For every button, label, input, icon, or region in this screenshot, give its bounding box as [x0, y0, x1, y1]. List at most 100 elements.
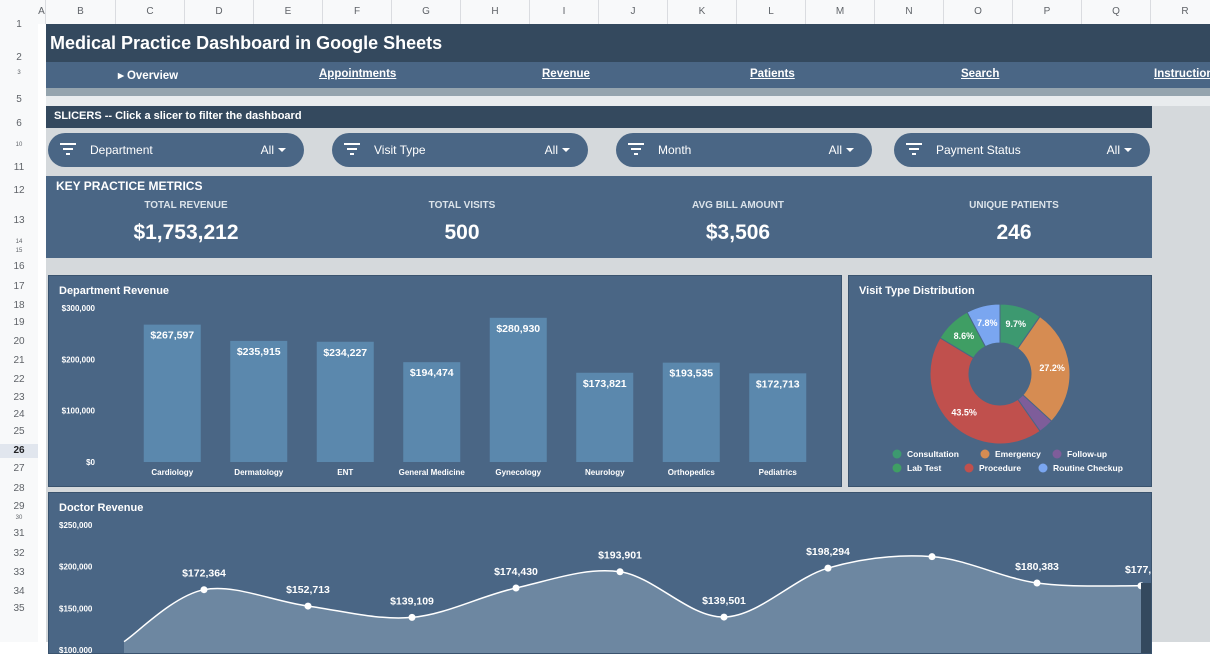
slicer-payment-status[interactable]: Payment Status All: [894, 133, 1150, 167]
row-header-2[interactable]: 2: [16, 52, 22, 63]
data-point: [720, 613, 728, 621]
bar-cardiology: [143, 324, 201, 462]
row-header-28[interactable]: 28: [13, 483, 25, 494]
nav-patients[interactable]: Patients: [750, 68, 795, 80]
department-revenue-chart[interactable]: Department Revenue $0 $100,000 $200,000 $30…: [48, 275, 842, 487]
row-header-31[interactable]: 31: [13, 528, 25, 539]
area-line: [123, 555, 1142, 643]
nav-overview[interactable]: ▸ Overview: [118, 70, 179, 82]
legend-label: Follow-up: [1067, 449, 1107, 459]
row-header-35[interactable]: 35: [13, 603, 25, 614]
column-header-i[interactable]: I: [530, 0, 599, 24]
row-header-34[interactable]: 34: [13, 586, 25, 597]
column-header-h[interactable]: H: [461, 0, 530, 24]
row-header-25[interactable]: 25: [13, 426, 25, 437]
y-tick-label: $100,000: [59, 646, 93, 653]
row-header-24[interactable]: 24: [13, 409, 25, 420]
row-header-21[interactable]: 21: [13, 355, 25, 366]
chart-title: Doctor Revenue: [59, 502, 144, 514]
slicer-visit-type[interactable]: Visit Type All: [332, 133, 588, 167]
column-header-b[interactable]: B: [46, 0, 116, 24]
area-chart-svg: $100,000 $150,000 $200,000 $250,000 $172,364…: [59, 521, 1151, 653]
column-header-g[interactable]: G: [392, 0, 461, 24]
point-data-label: $198,294: [806, 546, 850, 558]
slicer-label: Department: [90, 143, 153, 157]
row-header-18[interactable]: 18: [13, 300, 25, 311]
nav-revenue[interactable]: Revenue: [542, 68, 590, 80]
filter-icon: [60, 143, 76, 155]
row-header-16[interactable]: 16: [13, 261, 25, 272]
row-header-26[interactable]: 26: [0, 444, 38, 458]
legend-label: Emergency: [995, 449, 1041, 459]
doctor-revenue-chart[interactable]: Doctor Revenue $100,000 $150,000 $200,000 $…: [48, 492, 1152, 654]
column-header-a[interactable]: A: [38, 0, 46, 24]
column-header-c[interactable]: C: [116, 0, 185, 24]
row-header-10[interactable]: 10: [15, 142, 23, 148]
nav-appointments[interactable]: Appointments: [319, 68, 397, 80]
point-data-label: $180,383: [1015, 561, 1059, 573]
bar-data-label: $235,915: [237, 346, 281, 358]
column-header-q[interactable]: Q: [1082, 0, 1151, 24]
column-header-l[interactable]: L: [737, 0, 806, 24]
data-point: [512, 584, 520, 592]
row-header-13[interactable]: 13: [13, 215, 25, 226]
row-header-17[interactable]: 17: [13, 281, 25, 292]
row-header-19[interactable]: 19: [13, 317, 25, 328]
row-header-32[interactable]: 32: [13, 548, 25, 559]
row-header-5[interactable]: 5: [16, 94, 22, 105]
nav-bar: ▸ Overview Appointments Revenue Patients…: [46, 62, 1210, 88]
slicer-month[interactable]: Month All: [616, 133, 872, 167]
legend-label: Procedure: [979, 463, 1021, 473]
data-point: [824, 564, 832, 572]
column-header-m[interactable]: M: [806, 0, 875, 24]
slicer-department[interactable]: Department All: [48, 133, 304, 167]
legend-label: Routine Checkup: [1053, 463, 1123, 473]
column-header-r[interactable]: R: [1151, 0, 1210, 24]
row-header-15[interactable]: 15: [15, 248, 23, 254]
dropdown-arrow-icon: [1124, 148, 1132, 152]
row-header-33[interactable]: 33: [13, 567, 25, 578]
slicers-header: SLICERS -- Click a slicer to filter the …: [46, 106, 1152, 128]
visit-type-chart[interactable]: Visit Type Distribution 9.7% 27.2% 43.5% 8.…: [848, 275, 1152, 487]
row-header-14[interactable]: 14: [15, 239, 23, 245]
row-header-23[interactable]: 23: [13, 392, 25, 403]
chart-title: Department Revenue: [59, 285, 170, 297]
row-header-27[interactable]: 27: [13, 463, 25, 474]
row-header-30[interactable]: 30: [15, 515, 23, 521]
row-header-29[interactable]: 29: [13, 501, 25, 512]
row-header-12[interactable]: 12: [13, 185, 25, 196]
column-header-p[interactable]: P: [1013, 0, 1082, 24]
column-header-f[interactable]: F: [323, 0, 392, 24]
legend-marker: [964, 463, 974, 473]
nav-instructions[interactable]: Instructions: [1154, 68, 1210, 80]
row-header-1[interactable]: 1: [16, 19, 22, 30]
column-header-e[interactable]: E: [254, 0, 323, 24]
column-a-strip: [38, 24, 46, 642]
title-bar: Medical Practice Dashboard in Google She…: [46, 24, 1210, 62]
slice-data-label: 9.7%: [1005, 319, 1026, 329]
metric-unique-patients: UNIQUE PATIENTS 246: [876, 200, 1152, 245]
metric-avg-bill: AVG BILL AMOUNT $3,506: [600, 200, 876, 245]
row-header-3[interactable]: 3: [17, 70, 21, 76]
nav-search[interactable]: Search: [961, 68, 1000, 80]
row-header-22[interactable]: 22: [13, 374, 25, 385]
column-header-j[interactable]: J: [599, 0, 668, 24]
column-header-n[interactable]: N: [875, 0, 944, 24]
slice-data-label: 7.8%: [977, 318, 998, 328]
row-header-11[interactable]: 11: [13, 162, 25, 173]
y-tick-label: $200,000: [59, 563, 93, 572]
column-header-d[interactable]: D: [185, 0, 254, 24]
bar-data-label: $194,474: [410, 367, 454, 379]
column-header-o[interactable]: O: [944, 0, 1013, 24]
y-tick-label: $0: [86, 458, 95, 467]
row-header-20[interactable]: 20: [13, 336, 25, 347]
column-header-k[interactable]: K: [668, 0, 737, 24]
metric-label: TOTAL REVENUE: [144, 200, 228, 211]
legend-marker: [892, 463, 902, 473]
row-header-6[interactable]: 6: [16, 118, 22, 129]
slicer-value: All: [544, 143, 558, 157]
point-data-label: $152,713: [286, 584, 330, 596]
data-point: [928, 553, 936, 561]
legend-marker: [1038, 463, 1048, 473]
